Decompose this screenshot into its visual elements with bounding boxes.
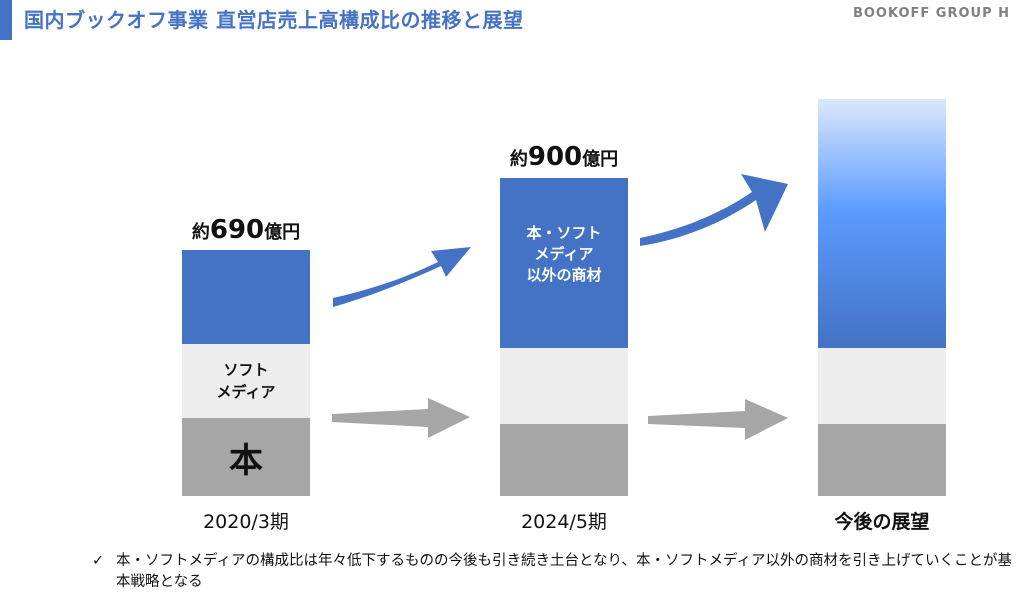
- flat-arrow-2: [648, 399, 788, 440]
- footnote-text: 本・ソフトメディアの構成比は年々低下するものの今後も引き続き土台となり、本・ソフ…: [116, 553, 1012, 590]
- other-label-line1: 本・ソフト: [526, 224, 601, 242]
- growth-arrow-2: [640, 174, 788, 246]
- total-unit-2020: 億円: [264, 221, 300, 243]
- bar-2024-book-segment: [500, 424, 628, 496]
- page-title: 国内ブックオフ事業 直営店売上高構成比の推移と展望: [24, 8, 524, 32]
- footnote: ✓ 本・ソフトメディアの構成比は年々低下するものの今後も引き続き土台となり、本・…: [92, 551, 1012, 593]
- flat-arrow-1: [332, 398, 470, 438]
- other-label-line3: 以外の商材: [526, 266, 601, 284]
- category-label-2024: 2024/5期: [521, 511, 607, 533]
- header-accent-bar: [0, 0, 12, 40]
- total-label-2020: 約690億円: [192, 215, 300, 245]
- total-value-2024: 900: [528, 142, 582, 172]
- other-label-line2: メディア: [535, 245, 594, 263]
- bar-2024-soft-segment: [500, 348, 628, 424]
- soft-label-line1: ソフト: [223, 361, 268, 379]
- bar-2020-book-segment: [182, 418, 310, 496]
- category-label-2020: 2020/3期: [203, 511, 289, 533]
- total-label-2024: 約900億円: [510, 142, 618, 172]
- growth-arrow-1: [333, 247, 471, 307]
- total-value-2020: 690: [210, 215, 264, 245]
- soft-label-line2: メディア: [217, 383, 276, 401]
- bar-2020-soft-segment: [182, 344, 310, 418]
- bar-future-other-segment: [818, 99, 946, 348]
- category-label-future: 今後の展望: [833, 510, 929, 533]
- total-unit-2024: 億円: [582, 148, 618, 170]
- total-prefix-2024: 約: [510, 148, 528, 170]
- brand-logo-text: BOOKOFF GROUP H: [852, 6, 1010, 21]
- bar-future-soft-segment: [818, 348, 946, 424]
- total-prefix-2020: 約: [192, 221, 210, 243]
- book-label: 本: [229, 441, 263, 481]
- bar-2024-other-segment: [500, 178, 628, 348]
- check-icon: ✓: [92, 553, 105, 569]
- bar-future-book-segment: [818, 424, 946, 496]
- bar-2020-other-segment: [182, 250, 310, 344]
